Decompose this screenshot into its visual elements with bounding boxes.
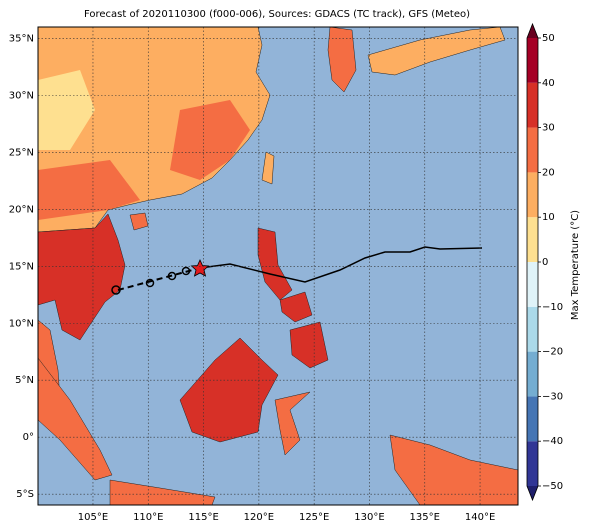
colorbar: −50 −40 −30 −20 −10 0 10 20 30 40 50 Max Temperatur… xyxy=(526,22,581,502)
lat-label: 15°N xyxy=(9,261,34,272)
graticule: 105°E 110°E 115°E 120°E 125°E 130°E 135°E 140°E… xyxy=(9,27,518,523)
colorbar-tick-label: 10 xyxy=(542,212,555,223)
lon-label: 110°E xyxy=(133,512,163,523)
lon-label: 105°E xyxy=(78,512,108,523)
colorbar-tick-label: 0 xyxy=(542,257,548,268)
colorbar-label: Max Temperature (°C) xyxy=(570,210,581,320)
colorbar-band xyxy=(527,441,538,486)
sumatra xyxy=(38,357,113,481)
storm-symbol xyxy=(145,278,155,288)
hainan xyxy=(129,212,149,231)
warm-patch xyxy=(170,100,250,180)
colorbar-tick-label: −10 xyxy=(542,302,563,313)
warm-patch xyxy=(38,160,140,220)
java xyxy=(109,479,216,505)
storm-track xyxy=(199,246,483,283)
colorbar-band xyxy=(527,217,538,262)
lat-label: 30°N xyxy=(9,90,34,101)
colorbar-band xyxy=(527,82,538,128)
lat-label: 5°N xyxy=(15,375,34,386)
map-area xyxy=(38,27,518,505)
lat-label: 25°N xyxy=(9,147,34,158)
colorbar-band xyxy=(527,262,538,307)
colorbar-tick-label: −30 xyxy=(542,391,563,402)
colorbar-under xyxy=(527,486,538,500)
colorbar-tick-label: −40 xyxy=(542,436,563,447)
colorbar-band xyxy=(527,306,538,352)
colorbar-tick-label: −50 xyxy=(542,481,563,492)
colorbar-band xyxy=(527,38,538,83)
visayas xyxy=(279,291,313,323)
colorbar-band xyxy=(527,351,538,397)
colorbar-band xyxy=(527,172,538,218)
lon-label: 135°E xyxy=(410,512,440,523)
storm-symbol xyxy=(111,285,121,295)
colorbar-tick-label: 30 xyxy=(542,123,555,134)
colorbar-tick-label: 50 xyxy=(542,33,555,44)
storm-symbol xyxy=(181,266,191,276)
lat-label: 0° xyxy=(23,432,34,443)
lon-label: 115°E xyxy=(188,512,218,523)
indochina xyxy=(38,213,126,341)
luzon xyxy=(257,227,293,301)
forecast-track xyxy=(117,267,201,291)
lon-label: 125°E xyxy=(299,512,329,523)
colorbar-tick-label: −20 xyxy=(542,347,563,358)
lat-label: 5°S xyxy=(16,489,34,500)
title: Forecast of 2020110300 (f000-006), Sourc… xyxy=(84,9,470,20)
lat-label: 35°N xyxy=(9,33,34,44)
storm-symbol xyxy=(167,271,177,281)
korea xyxy=(327,27,357,93)
storm-position xyxy=(190,259,210,277)
colorbar-tick-label: 40 xyxy=(542,78,555,89)
new-guinea xyxy=(389,434,518,505)
colorbar-band xyxy=(527,396,538,442)
lon-label: 130°E xyxy=(354,512,384,523)
colorbar-over xyxy=(527,24,538,38)
sulawesi xyxy=(274,391,311,456)
colorbar-tick-label: 20 xyxy=(542,167,555,178)
colorbar-band xyxy=(527,127,538,173)
lon-label: 140°E xyxy=(465,512,495,523)
lon-label: 120°E xyxy=(244,512,274,523)
lat-label: 10°N xyxy=(9,318,34,329)
taiwan xyxy=(261,151,275,185)
pale-patch xyxy=(38,70,95,150)
lat-label: 20°N xyxy=(9,204,34,215)
map-frame xyxy=(37,26,519,506)
japan xyxy=(367,27,506,76)
